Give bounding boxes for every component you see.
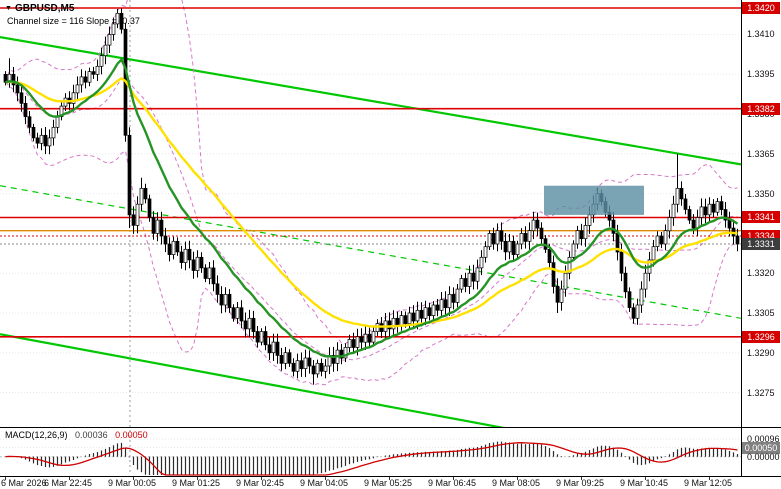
price-level-badge: 1.3296 <box>742 331 780 343</box>
time-axis-label: 9 Mar 02:45 <box>235 478 285 488</box>
macd-name: MACD(12,26,9) <box>5 430 68 440</box>
macd-indicator-label: MACD(12,26,9) 0.00036 0.00050 <box>5 430 148 440</box>
price-axis-label: 1.3320 <box>747 268 775 278</box>
macd-signal-value: 0.00050 <box>115 430 148 440</box>
macd-histogram <box>8 441 739 475</box>
macd-axis-label: 0.00096 <box>747 434 780 444</box>
price-axis-label: 1.3410 <box>747 29 775 39</box>
price-axis-label: 1.3365 <box>747 149 775 159</box>
time-axis-label: 9 Mar 05:25 <box>363 478 413 488</box>
macd-main-value: 0.00036 <box>75 430 108 440</box>
price-level-badge: 1.3382 <box>742 103 780 115</box>
time-axis-label: 6 Mar 2026 <box>1 478 47 488</box>
price-axis-label: 1.3275 <box>747 388 775 398</box>
price-level-badge: 1.3331 <box>742 238 780 250</box>
time-axis-label: 9 Mar 09:25 <box>555 478 605 488</box>
macd-axis-label: 0.00000 <box>747 452 780 462</box>
macd-value-badge: 0.00050 <box>742 442 780 454</box>
price-axis-label: 1.3350 <box>747 189 775 199</box>
channel-info-label: Channel size = 116 Slope = -0.37 <box>7 16 140 26</box>
price-level-badge: 1.3420 <box>742 2 780 14</box>
supply-zone <box>544 185 644 215</box>
time-axis-label: 9 Mar 10:45 <box>619 478 669 488</box>
regression-channel <box>0 36 741 427</box>
symbol-text: GBPUSD,M5 <box>14 3 75 14</box>
price-axis-label: 1.3305 <box>747 308 775 318</box>
ma-fast-line <box>5 57 739 359</box>
time-axis-label: 9 Mar 01:25 <box>171 478 221 488</box>
ma-slow-line <box>5 76 738 328</box>
macd-signal-line <box>5 442 738 476</box>
panel-separators <box>0 0 781 477</box>
price-axis-label: 1.3290 <box>747 348 775 358</box>
time-axis-label: 9 Mar 12:05 <box>683 478 733 488</box>
price-level-badge: 1.3341 <box>742 211 780 223</box>
time-axis-label: 9 Mar 00:05 <box>107 478 157 488</box>
time-axis-label: 9 Mar 04:05 <box>299 478 349 488</box>
time-axis-label: 9 Mar 08:05 <box>491 478 541 488</box>
price-axis-label: 1.3395 <box>747 69 775 79</box>
chevron-down-icon: ▼ <box>5 5 12 12</box>
time-axis-label: 9 Mar 06:45 <box>427 478 477 488</box>
price-axis[interactable]: 1.34101.33951.33801.33651.33501.33201.33… <box>741 0 781 477</box>
time-axis[interactable]: 6 Mar 2026 6 Mar 22:45 9 Mar 00:05 9 Mar 01… <box>0 477 741 489</box>
time-axis-label: 6 Mar 22:45 <box>43 478 93 488</box>
symbol-label: ▼ GBPUSD,M5 <box>5 3 74 14</box>
